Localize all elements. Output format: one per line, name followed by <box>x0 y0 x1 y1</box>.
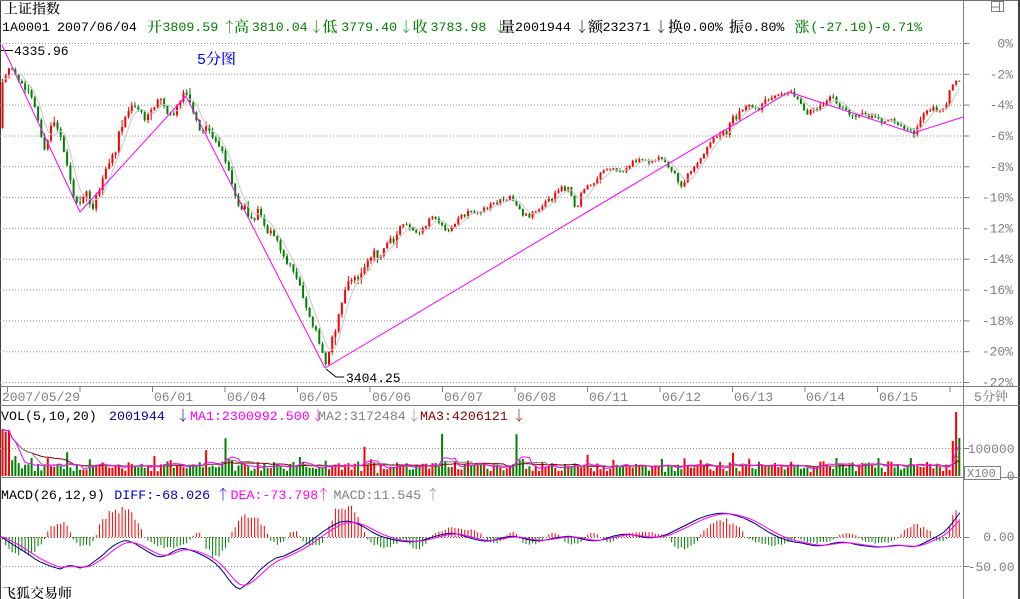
svg-text:-4%: -4% <box>990 98 1014 113</box>
svg-text:0.80%: 0.80% <box>745 20 785 35</box>
svg-text:06/08: 06/08 <box>517 390 556 405</box>
svg-text:3783.98: 3783.98 <box>431 20 487 35</box>
svg-text:MACD:11.545: MACD:11.545 <box>334 488 422 503</box>
svg-text:1A0001: 1A0001 <box>2 20 50 35</box>
svg-text:3404.25: 3404.25 <box>346 371 401 386</box>
svg-text:5: 5 <box>197 52 206 69</box>
svg-text:06/13: 06/13 <box>734 390 773 405</box>
svg-text:0.00: 0.00 <box>983 530 1014 545</box>
svg-text:06/04: 06/04 <box>227 390 266 405</box>
svg-text:06/11: 06/11 <box>589 390 628 405</box>
svg-text:-6%: -6% <box>990 129 1014 144</box>
svg-text:3779.40: 3779.40 <box>341 20 397 35</box>
svg-text:06/15: 06/15 <box>879 390 918 405</box>
svg-text:06/07: 06/07 <box>444 390 483 405</box>
svg-text:-50.00: -50.00 <box>968 560 1015 575</box>
svg-text:3809.59: 3809.59 <box>162 20 218 35</box>
svg-text:-2%: -2% <box>990 67 1014 82</box>
svg-text:MA3:4206121: MA3:4206121 <box>420 409 508 424</box>
svg-text:100000: 100000 <box>968 442 1015 457</box>
svg-text:2001944: 2001944 <box>515 20 571 35</box>
svg-text:-12%: -12% <box>982 221 1013 236</box>
svg-text:DIFF:-68.026: DIFF:-68.026 <box>114 488 210 503</box>
svg-text:(-27.10)-0.71%: (-27.10)-0.71% <box>810 20 922 35</box>
svg-text:4335.96: 4335.96 <box>14 44 69 59</box>
svg-text:0.00%: 0.00% <box>683 20 723 35</box>
svg-text:2001944: 2001944 <box>109 409 165 424</box>
svg-text:06/05: 06/05 <box>299 390 338 405</box>
svg-text:06/01: 06/01 <box>154 390 193 405</box>
svg-text:3810.04: 3810.04 <box>252 20 308 35</box>
svg-text:DEA:-73.798: DEA:-73.798 <box>231 488 319 503</box>
svg-text:-18%: -18% <box>982 314 1013 329</box>
svg-text:2007/05/29: 2007/05/29 <box>2 390 80 405</box>
svg-text:X100: X100 <box>967 467 996 481</box>
svg-text:MACD(26,12,9): MACD(26,12,9) <box>1 488 105 503</box>
svg-text:0%: 0% <box>997 37 1013 52</box>
svg-text:MA1:2300992.500: MA1:2300992.500 <box>190 409 310 424</box>
svg-text:232371: 232371 <box>603 20 651 35</box>
svg-text:MA2:3172484: MA2:3172484 <box>318 409 406 424</box>
svg-text:-16%: -16% <box>982 283 1013 298</box>
svg-text:-10%: -10% <box>982 191 1013 206</box>
svg-text:06/12: 06/12 <box>662 390 701 405</box>
svg-text:0: 0 <box>1007 469 1015 484</box>
svg-text:2007/06/04: 2007/06/04 <box>57 20 137 35</box>
svg-text:5: 5 <box>974 390 982 405</box>
svg-text:06/14: 06/14 <box>806 390 845 405</box>
svg-text:-8%: -8% <box>990 160 1014 175</box>
svg-text:-22%: -22% <box>982 376 1013 391</box>
svg-text:06/06: 06/06 <box>372 390 411 405</box>
svg-text:VOL(5,10,20): VOL(5,10,20) <box>1 409 97 424</box>
svg-text:-20%: -20% <box>982 345 1013 360</box>
svg-text:-14%: -14% <box>982 252 1013 267</box>
